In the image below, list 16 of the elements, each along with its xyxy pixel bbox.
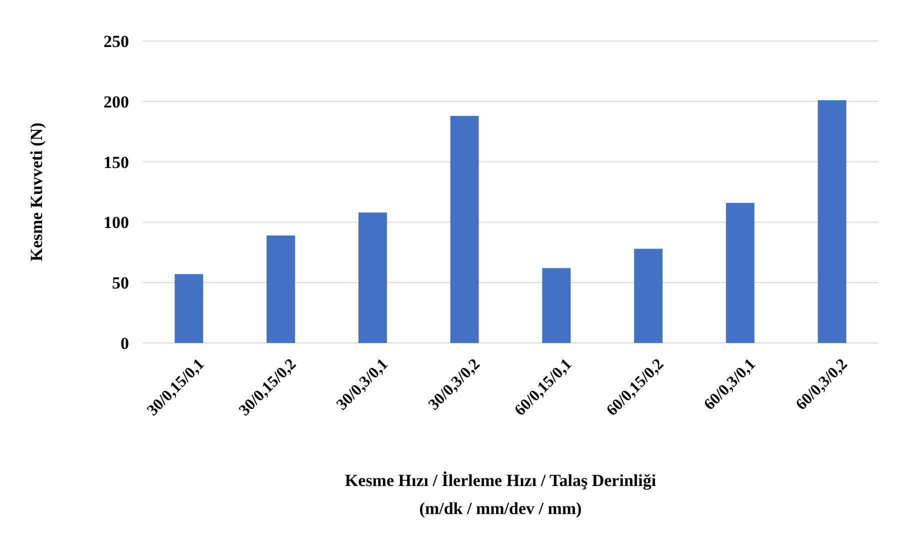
y-tick-label: 100 (104, 213, 129, 232)
x-axis-title: Kesme Hızı / İlerleme Hızı / Talaş Derinliği (m/dk / mm/dev / mm) (344, 471, 656, 518)
y-axis-title: Kesme Kuvveti (N) (27, 122, 46, 262)
y-tick-label: 250 (104, 32, 129, 51)
bar (174, 274, 204, 343)
bar (450, 116, 479, 343)
y-tick-label: 50 (112, 274, 129, 293)
bar (542, 268, 571, 343)
bar (358, 212, 387, 343)
bar (634, 248, 663, 343)
y-tick-label: 150 (104, 152, 129, 172)
y-tick-label: 0 (120, 334, 129, 353)
bar (266, 235, 296, 343)
bar (726, 202, 754, 343)
y-tick-label: 200 (104, 92, 129, 112)
bar (818, 100, 846, 343)
